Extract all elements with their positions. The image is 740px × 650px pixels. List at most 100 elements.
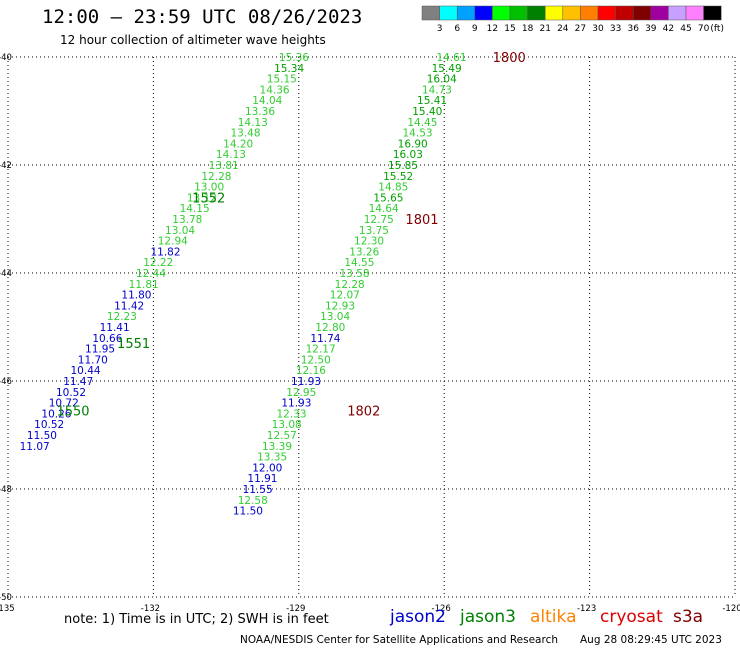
wave-height-value: 10.44	[71, 365, 101, 377]
colorbar-swatch	[703, 5, 722, 21]
colorbar-tick-label: 45	[680, 24, 691, 34]
wave-height-value: 11.47	[63, 376, 93, 388]
wave-height-value: 11.50	[27, 430, 57, 442]
wave-height-value: 11.50	[233, 506, 263, 518]
wave-height-value: 11.93	[281, 398, 311, 410]
wave-height-value: 12.58	[238, 495, 268, 507]
wave-height-value: 13.26	[349, 246, 379, 258]
colorbar-tick-label: 9	[472, 24, 478, 34]
wave-height-value: 13.75	[359, 225, 389, 237]
wave-height-value: 12.07	[330, 290, 360, 302]
wave-height-value: 12.44	[136, 268, 166, 280]
wave-height-value: 13.04	[320, 311, 350, 323]
wave-height-value: 12.28	[335, 279, 365, 291]
wave-height-value: 14.45	[407, 117, 437, 129]
wave-height-value: 12.30	[354, 236, 384, 248]
wave-height-value: 13.12	[187, 192, 217, 204]
wave-height-value: 12.94	[158, 236, 188, 248]
wave-height-value: 14.13	[238, 117, 268, 129]
pass-time-label: 1800	[493, 51, 526, 66]
wave-height-value: 12.28	[201, 171, 231, 183]
wave-height-value: 12.95	[286, 387, 316, 399]
colorbar-tick-label: 27	[575, 24, 586, 34]
pass-time-label: 1801	[405, 213, 438, 228]
colorbar-tick-label: 24	[557, 24, 569, 34]
wave-height-value: 15.36	[279, 52, 309, 64]
wave-height-value: 14.36	[260, 84, 290, 96]
wave-height-value: 16.03	[393, 149, 423, 161]
colorbar-tick-label: 21	[539, 24, 550, 34]
wave-height-value: 10.26	[41, 408, 71, 420]
wave-height-value: 11.55	[243, 484, 273, 496]
colorbar-tick-label: 18	[522, 24, 534, 34]
satellite-legend-altika: altika	[530, 607, 577, 627]
x-tick-label: -126	[432, 604, 451, 614]
colorbar-tick-label: 6	[454, 24, 460, 34]
x-tick-label: -123	[577, 604, 596, 614]
wave-height-value: 10.72	[49, 398, 79, 410]
wave-height-value: 11.70	[78, 354, 108, 366]
wave-height-value: 14.73	[422, 84, 452, 96]
colorbar-tick-label: 3	[437, 24, 443, 34]
wave-height-value: 12.16	[296, 365, 326, 377]
wave-height-value: 13.58	[340, 268, 370, 280]
wave-height-value: 11.82	[150, 246, 180, 258]
wave-height-value: 15.65	[373, 192, 403, 204]
wave-height-value: 14.20	[223, 138, 253, 150]
x-tick-label: -135	[0, 604, 15, 614]
wave-height-value: 13.35	[257, 452, 287, 464]
wave-height-value: 12.57	[267, 430, 297, 442]
wave-height-value: 13.39	[262, 441, 292, 453]
wave-height-value: 11.81	[129, 279, 159, 291]
y-tick-label: -46	[0, 377, 12, 387]
wave-height-value: 10.52	[34, 419, 64, 431]
wave-height-value: 12.00	[252, 462, 282, 474]
generated-timestamp: Aug 28 08:29:45 UTC 2023	[580, 634, 722, 646]
wave-height-value: 15.34	[274, 63, 304, 75]
y-tick-label: -48	[0, 485, 12, 495]
wave-height-value: 11.91	[247, 473, 277, 485]
wave-height-value: 15.49	[432, 63, 462, 75]
colorbar-tick-label: 36	[627, 24, 639, 34]
wave-height-value: 14.13	[216, 149, 246, 161]
wave-height-value: 13.81	[209, 160, 239, 172]
satellite-legend-jason3: jason3	[460, 607, 516, 627]
wave-height-value: 16.90	[398, 138, 428, 150]
wave-height-value: 13.00	[194, 182, 224, 194]
wave-height-value: 12.75	[364, 214, 394, 226]
wave-height-value: 14.61	[436, 52, 466, 64]
satellite-legend-cryosat: cryosat	[600, 607, 663, 627]
wave-height-value: 14.15	[180, 203, 210, 215]
wave-height-value: 15.40	[412, 106, 442, 118]
wave-height-value: 10.52	[56, 387, 86, 399]
chart-subtitle: 12 hour collection of altimeter wave hei…	[60, 33, 326, 47]
wave-height-value: 11.93	[291, 376, 321, 388]
wave-height-value: 12.23	[107, 311, 137, 323]
wave-height-value: 15.52	[383, 171, 413, 183]
wave-height-value: 12.33	[276, 408, 306, 420]
colorbar-tick-label: 39	[645, 24, 657, 34]
wave-height-value: 16.04	[427, 74, 457, 86]
wave-height-value: 12.80	[315, 322, 345, 334]
colorbar-tick-label: 42	[663, 24, 674, 34]
satellite-legend-s3a: s3a	[673, 607, 704, 627]
wave-height-value: 14.85	[378, 182, 408, 194]
x-tick-label: -129	[286, 604, 305, 614]
wave-height-value: 13.78	[172, 214, 202, 226]
pass-time-label: 1551	[117, 337, 150, 352]
wave-height-value: 13.36	[245, 106, 275, 118]
wave-height-value: 12.22	[143, 257, 173, 269]
colorbar-tick-label: 33	[610, 24, 621, 34]
pass-time-label: 1550	[56, 405, 89, 420]
wave-height-value: 10.66	[92, 333, 122, 345]
y-tick-label: -42	[0, 161, 12, 171]
wave-height-value: 11.74	[310, 333, 340, 345]
wave-height-value: 12.17	[306, 344, 336, 356]
wave-height-value: 14.04	[252, 95, 282, 107]
x-tick-label: -120	[722, 604, 740, 614]
wave-height-value: 12.50	[301, 354, 331, 366]
wave-height-value: 14.55	[344, 257, 374, 269]
credit-line: NOAA/NESDIS Center for Satellite Applica…	[240, 634, 558, 646]
y-tick-label: -40	[0, 53, 12, 63]
